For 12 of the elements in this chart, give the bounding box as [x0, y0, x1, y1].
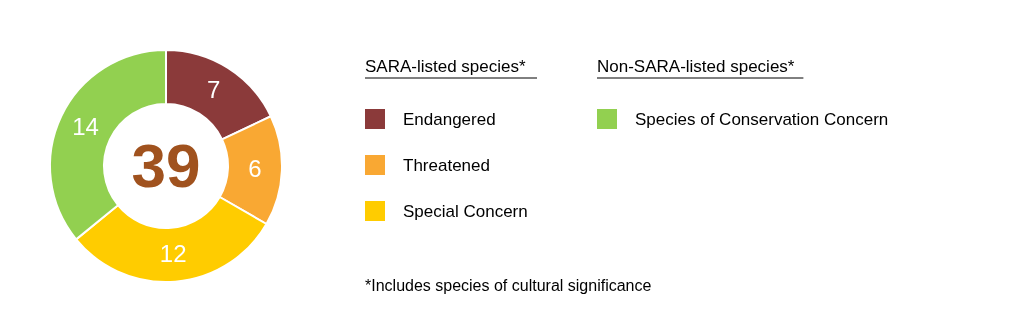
data-label: 7 — [206, 75, 221, 103]
text: *Includes species of cultural significance — [365, 277, 652, 294]
text: 39 — [131, 131, 201, 200]
data-label: 14 — [72, 112, 99, 140]
data-label: 6 — [248, 154, 262, 182]
legend-label: Species of Conservation Concern — [635, 110, 889, 129]
data-label: 12 — [159, 239, 187, 267]
legend-label: Endangered — [403, 110, 496, 129]
legend-label: Threatened — [403, 156, 490, 175]
legend-label: Special Concern — [403, 202, 528, 221]
text: SARA-listed species* — [365, 57, 526, 76]
text: Non-SARA-listed species* — [597, 57, 795, 76]
